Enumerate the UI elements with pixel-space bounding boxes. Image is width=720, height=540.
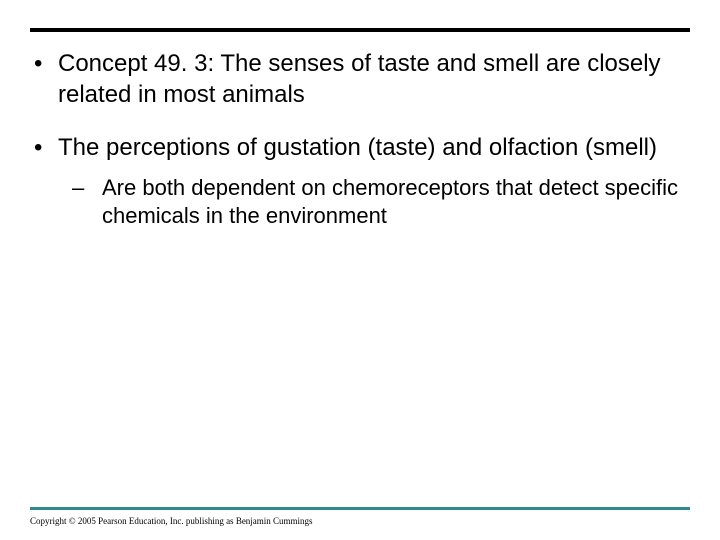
- copyright-text: Copyright © 2005 Pearson Education, Inc.…: [30, 516, 313, 526]
- bullet-text: The perceptions of gustation (taste) and…: [58, 132, 690, 163]
- slide-content: • Concept 49. 3: The senses of taste and…: [30, 48, 690, 231]
- bullet-marker: •: [30, 132, 58, 163]
- bullet-item: • Concept 49. 3: The senses of taste and…: [30, 48, 690, 110]
- top-horizontal-rule: [30, 28, 690, 32]
- bullet-item: • The perceptions of gustation (taste) a…: [30, 132, 690, 163]
- bullet-text: Concept 49. 3: The senses of taste and s…: [58, 48, 690, 110]
- bullet-marker: •: [30, 48, 58, 79]
- sub-bullet-text: Are both dependent on chemoreceptors tha…: [102, 174, 690, 231]
- sub-bullet-item: – Are both dependent on chemoreceptors t…: [70, 174, 690, 231]
- sub-bullet-marker: –: [70, 174, 102, 203]
- bottom-horizontal-rule: [30, 507, 690, 510]
